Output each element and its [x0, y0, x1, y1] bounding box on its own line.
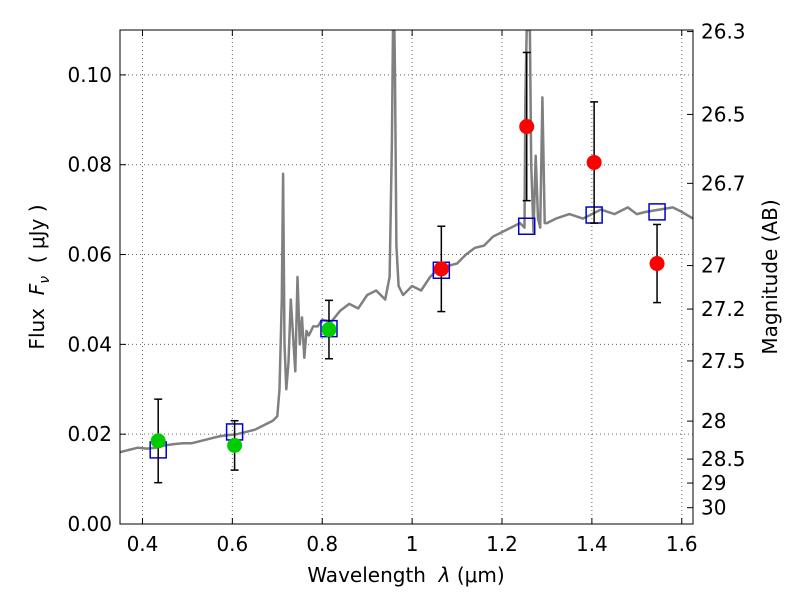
y2-tick-label: 28: [701, 409, 726, 433]
y2-tick-label: 26.5: [701, 102, 746, 126]
green-data-point: [227, 437, 243, 453]
y-tick-label: 0.10: [67, 63, 112, 87]
y2-tick-label: 27.5: [701, 349, 746, 373]
y2-tick-label: 30: [701, 496, 726, 520]
red-data-point: [433, 261, 449, 277]
plot-series: [120, 30, 693, 484]
grid: [120, 30, 693, 525]
y-axis-label: Flux Fν ( μJy ): [25, 204, 53, 349]
red-data-point: [649, 256, 665, 272]
x-tick-label: 1.6: [666, 532, 698, 556]
green-data-point: [321, 322, 337, 338]
y-tick-label: 0.08: [67, 153, 112, 177]
x-tick-label: 0.4: [127, 532, 159, 556]
y-tick-label: 0.00: [67, 512, 112, 536]
y2-axis-label: Magnitude (AB): [758, 199, 782, 354]
y2-tick-label: 26.3: [701, 20, 746, 44]
red-data-point: [586, 154, 602, 170]
model-photometry-square: [517, 217, 536, 236]
plot-frame: [119, 29, 694, 525]
x-tick-label: 1: [406, 532, 419, 556]
y2-tick-label: 29: [701, 471, 726, 495]
x-tick-label: 0.6: [216, 532, 248, 556]
axis-ticks: 0.4 0.6 0.8 1 1.2 1.4 1.6 0.00 0.02 0.04 0.06 0.08 0…: [67, 20, 745, 556]
model-photometry-square: [648, 203, 666, 221]
y-tick-label: 0.02: [67, 422, 112, 446]
sed-model-line: [120, 30, 693, 454]
green-data-point: [150, 433, 166, 449]
y2-tick-label: 27: [701, 254, 726, 278]
y2-tick-label: 27.2: [701, 297, 746, 321]
red-data-point: [519, 119, 535, 135]
x-tick-label: 1.4: [576, 532, 608, 556]
y2-tick-label: 28.5: [701, 447, 746, 471]
y-tick-label: 0.04: [67, 332, 112, 356]
y2-tick-label: 26.7: [701, 171, 746, 195]
x-axis-label: Wavelength λ (μm): [307, 563, 504, 587]
x-tick-label: 0.8: [306, 532, 338, 556]
x-tick-label: 1.2: [486, 532, 518, 556]
y-tick-label: 0.06: [67, 243, 112, 267]
